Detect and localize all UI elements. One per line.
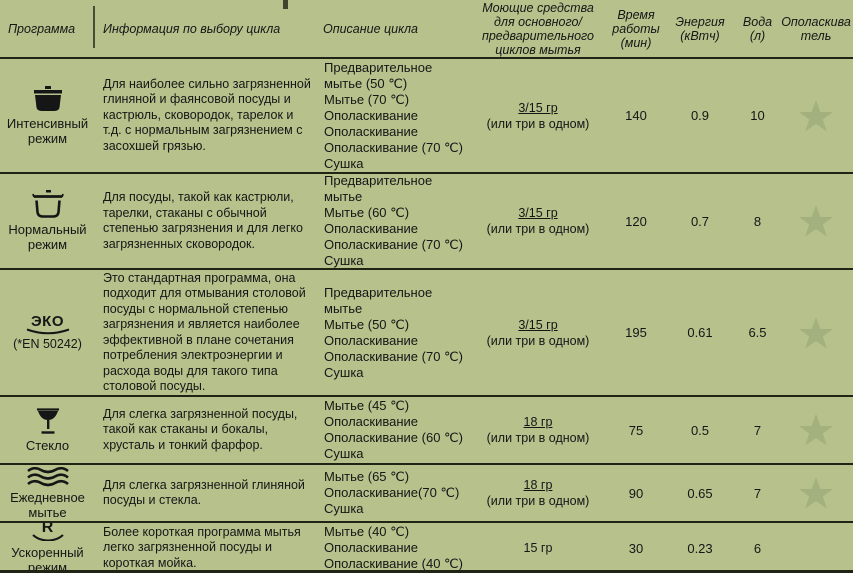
- energy-value: 0.61: [687, 325, 713, 340]
- cycle-info: Это стандартная программа, она подходит …: [103, 270, 306, 394]
- quick-r-icon: R: [31, 523, 65, 542]
- wine-glass-icon: [35, 407, 61, 435]
- detergent-amount: 3/15 гр: [518, 100, 558, 115]
- table-row-quick: R Ускоренный режим Более короткая програ…: [0, 521, 853, 573]
- detergent-note: (или три в одном): [486, 222, 590, 236]
- rinse-aid-cell: [779, 59, 853, 172]
- time-value: 90: [628, 485, 644, 501]
- rinse-aid-cell: [779, 465, 853, 521]
- star-icon: [799, 205, 833, 237]
- cycle-description: Мытье (45 ℃) Ополаскивание Ополаскивание…: [324, 398, 463, 461]
- table-row-glass: Стекло Для слегка загрязненной посуды, т…: [0, 395, 853, 463]
- water-value: 7: [753, 422, 762, 438]
- table-row-intensive: Интенсивный режим Для наиболее сильно за…: [0, 57, 853, 172]
- time-value: 195: [625, 325, 647, 340]
- header-column-divider: [93, 6, 95, 48]
- cycle-description: Мытье (40 ℃) Ополаскивание Ополаскивание…: [324, 524, 463, 571]
- time-value: 120: [625, 213, 647, 229]
- header-water: Вода (л): [742, 14, 773, 43]
- pot-filled-icon: [30, 85, 66, 113]
- program-name: Интенсивный режим: [6, 115, 89, 146]
- header-cycle-info: Информация по выбору цикла: [103, 21, 281, 36]
- detergent-cell: 3/15 гр (или три в одном): [468, 59, 608, 172]
- header-rinse-aid: Ополаскива тель: [781, 14, 851, 43]
- star-icon: [799, 99, 833, 131]
- program-cell: Стекло: [0, 397, 95, 463]
- header-program: Программа: [8, 21, 76, 36]
- pot-outline-icon: [30, 190, 66, 219]
- program-cell: Ежедневное мытье: [0, 465, 95, 521]
- header-cycle-description: Описание цикла: [323, 21, 419, 36]
- energy-value: 0.9: [690, 108, 710, 123]
- table-row-daily: Ежедневное мытье Для слегка загрязненной…: [0, 463, 853, 521]
- program-name: Ускоренный режим: [11, 545, 84, 573]
- waves-icon: [26, 466, 70, 487]
- detergent-cell: 3/15 гр (или три в одном): [468, 270, 608, 395]
- cycle-info: Для посуды, такой как кастрюли, тарелки,…: [103, 190, 303, 251]
- star-icon: [799, 316, 833, 348]
- header-detergent: Моющие средства для основного/ предварит…: [481, 0, 595, 57]
- program-cell: ЭКО (*EN 50242): [0, 270, 95, 395]
- rinse-aid-cell: [779, 397, 853, 463]
- water-value: 6.5: [748, 325, 767, 340]
- detergent-amount: 3/15 гр: [518, 317, 558, 332]
- detergent-note: (или три в одном): [486, 431, 590, 445]
- detergent-amount: 15 гр: [523, 541, 553, 555]
- star-icon: [799, 477, 833, 509]
- detergent-cell: 18 гр (или три в одном): [468, 465, 608, 521]
- water-value: 8: [753, 213, 762, 229]
- cycle-info: Для наиболее сильно загрязненной глиняно…: [103, 76, 311, 153]
- eco-underline-arc: [26, 328, 69, 334]
- header-time: Время работы (мин): [612, 7, 660, 50]
- cycle-description: Предварительное мытье Мытье (50 ℃) Опола…: [324, 284, 463, 380]
- table-header-row: Программа Информация по выбору цикла Опи…: [0, 0, 853, 57]
- program-name: Нормальный режим: [8, 222, 87, 252]
- energy-value: 0.65: [687, 485, 713, 501]
- cycle-info: Для слегка загрязненной посуды, такой ка…: [103, 406, 298, 452]
- time-value: 140: [625, 108, 647, 123]
- cycle-description: Мытье (65 ℃) Ополаскивание(70 ℃) Сушка: [324, 469, 460, 516]
- water-value: 10: [750, 108, 765, 123]
- rinse-aid-cell: [779, 174, 853, 268]
- rinse-aid-cell: [779, 523, 853, 573]
- detergent-amount: 18 гр: [523, 415, 553, 429]
- program-cell: Нормальный режим: [0, 174, 95, 268]
- water-value: 6: [753, 540, 762, 556]
- program-standard: (*EN 50242): [13, 336, 82, 351]
- energy-value: 0.23: [687, 540, 713, 556]
- cycle-info: Для слегка загрязненной глиняной посуды …: [103, 477, 305, 508]
- detergent-cell: 15 гр: [468, 523, 608, 573]
- energy-value: 0.7: [690, 213, 710, 229]
- detergent-cell: 3/15 гр (или три в одном): [468, 174, 608, 268]
- detergent-note: (или три в одном): [486, 333, 590, 348]
- header-energy: Энергия (кВтч): [675, 14, 725, 43]
- cycle-description: Предварительное мытье (50 ℃) Мытье (70 ℃…: [324, 59, 463, 171]
- rinse-aid-cell: [779, 270, 853, 395]
- energy-value: 0.5: [690, 422, 710, 438]
- time-value: 75: [628, 422, 644, 438]
- detergent-note: (или три в одном): [486, 116, 590, 131]
- eco-label-icon: ЭКО: [31, 312, 64, 330]
- detergent-amount: 3/15 гр: [518, 206, 558, 220]
- program-cell: Интенсивный режим: [0, 59, 95, 172]
- cycle-description: Предварительное мытье Мытье (60 ℃) Опола…: [324, 174, 463, 268]
- detergent-note: (или три в одном): [486, 494, 590, 508]
- table-row-eco: ЭКО (*EN 50242) Это стандартная программ…: [0, 268, 853, 395]
- program-name: Ежедневное мытье: [10, 489, 85, 520]
- table-bottom-border: [0, 570, 853, 573]
- header-column-divider: [283, 0, 288, 9]
- detergent-amount: 18 гр: [523, 478, 553, 492]
- program-name: Стекло: [25, 437, 70, 453]
- star-icon: [799, 414, 833, 446]
- cycle-info: Более короткая программа мытья легко заг…: [103, 524, 301, 570]
- table-row-normal: Нормальный режим Для посуды, такой как к…: [0, 172, 853, 268]
- time-value: 30: [628, 540, 644, 556]
- detergent-cell: 18 гр (или три в одном): [468, 397, 608, 463]
- program-cell: R Ускоренный режим: [0, 523, 95, 573]
- water-value: 7: [753, 485, 762, 501]
